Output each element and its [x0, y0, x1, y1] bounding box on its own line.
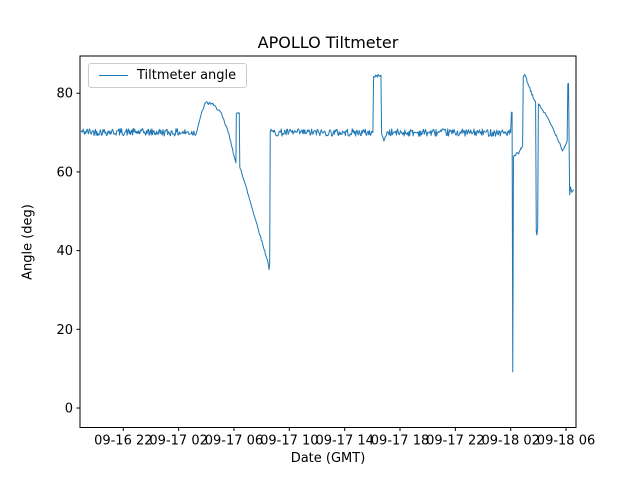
tiltmeter-angle-line	[80, 73, 575, 373]
y-tick-label: 80	[56, 87, 73, 102]
y-tick-label: 0	[65, 402, 73, 417]
x-tick-label: 09-17 22	[426, 434, 484, 449]
x-tick-label: 09-18 06	[537, 434, 595, 449]
legend-label: Tiltmeter angle	[137, 68, 237, 83]
legend-line-sample-icon	[99, 75, 128, 76]
x-tick-label: 09-16 22	[94, 434, 152, 449]
x-tick-label: 09-18 02	[481, 434, 539, 449]
y-axis-label: Angle (deg)	[20, 204, 36, 280]
chart-title: APOLLO Tiltmeter	[257, 33, 399, 52]
x-tick-label: 09-17 10	[260, 434, 318, 449]
x-tick-label: 09-17 18	[371, 434, 429, 449]
y-tick-label: 60	[56, 165, 73, 180]
y-tick-label: 40	[56, 244, 73, 259]
x-axis-label: Date (GMT)	[290, 451, 366, 466]
legend: Tiltmeter angle	[88, 63, 248, 88]
y-tick-label: 20	[56, 323, 73, 338]
x-tick-label: 09-17 02	[149, 434, 207, 449]
x-tick-label: 09-17 06	[205, 434, 263, 449]
plot-border	[79, 55, 577, 428]
x-tick-label: 09-17 14	[315, 434, 373, 449]
